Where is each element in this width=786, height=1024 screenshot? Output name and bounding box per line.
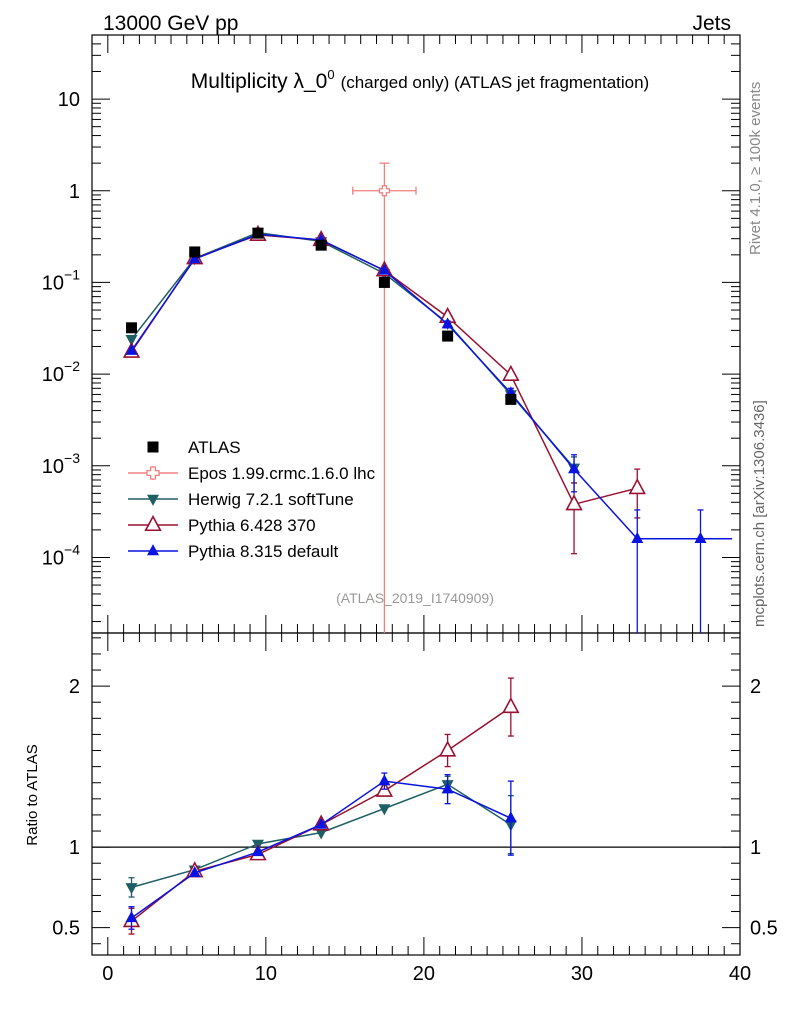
pythia8-point bbox=[125, 343, 138, 355]
ratio-xtick-label: 40 bbox=[729, 963, 751, 985]
main-ytick-label: 10−4 bbox=[42, 541, 80, 569]
ratio-series-pythia8 bbox=[125, 772, 517, 930]
atlas-point bbox=[505, 393, 517, 405]
plot-title: Multiplicity λ_00 (charged only) (ATLAS j… bbox=[191, 67, 649, 93]
series-epos bbox=[352, 162, 417, 633]
ratio-xtick-label: 30 bbox=[571, 963, 593, 985]
pythia6-point bbox=[502, 364, 520, 381]
main-ytick-label: 10−2 bbox=[42, 358, 80, 386]
ratio-axes: 0 10 20 30 40 0.5 0.5 1 1 2 2 bbox=[52, 633, 778, 985]
rivet-label: Rivet 4.1.0, ≥ 100k events bbox=[747, 82, 764, 255]
herwig-ratio-point bbox=[125, 883, 138, 895]
main-ytick-base: 10 bbox=[42, 547, 64, 569]
main-series bbox=[122, 162, 733, 633]
series-pythia8 bbox=[125, 227, 733, 633]
process-label: Jets bbox=[692, 12, 731, 35]
pythia8-ratio-point bbox=[188, 865, 201, 878]
pythia8-ratio-point bbox=[315, 817, 328, 829]
pythia8-ratio-point bbox=[125, 911, 138, 923]
legend-item-pythia6: Pythia 6.428 370 bbox=[128, 514, 316, 535]
ratio-ylabel: Ratio to ATLAS bbox=[24, 744, 41, 845]
main-ytick-exp: −2 bbox=[64, 358, 80, 374]
legend-label-pythia8: Pythia 8.315 default bbox=[188, 542, 339, 561]
legend-label-pythia6: Pythia 6.428 370 bbox=[188, 516, 316, 535]
ratio-ytick-label-left: 2 bbox=[69, 676, 80, 698]
pythia8-ratio-point bbox=[378, 774, 391, 786]
atlas-point bbox=[189, 246, 201, 258]
ratio-xtick-label: 10 bbox=[255, 963, 277, 985]
main-ytick-label: 10−1 bbox=[42, 266, 80, 294]
pythia8-point bbox=[568, 462, 581, 474]
ratio-xtick-label: 20 bbox=[413, 963, 435, 985]
pythia8-point bbox=[378, 263, 391, 275]
pythia6-ratio-point bbox=[502, 696, 520, 714]
legend-item-atlas: ATLAS bbox=[147, 438, 241, 457]
pythia8-point bbox=[631, 531, 644, 543]
main-ytick-base: 10 bbox=[42, 272, 64, 294]
main-ytick-exp: −4 bbox=[64, 541, 80, 557]
legend-label-atlas: ATLAS bbox=[188, 438, 241, 457]
main-ytick-exp: −3 bbox=[64, 450, 80, 466]
pythia8-point bbox=[441, 317, 454, 329]
legend-marker-atlas bbox=[147, 441, 159, 453]
herwig-ratio-point bbox=[378, 804, 391, 816]
pythia8-point bbox=[188, 252, 201, 264]
pythia8-ratio-point bbox=[251, 845, 264, 857]
pythia6-ratio-line bbox=[131, 706, 512, 922]
pythia8-ratio-point bbox=[441, 782, 454, 794]
main-ytick-exp: −1 bbox=[64, 266, 80, 282]
pythia6-point bbox=[565, 494, 583, 511]
analysis-id: (ATLAS_2019_I1740909) bbox=[336, 590, 494, 606]
pythia6-point bbox=[628, 478, 646, 495]
atlas-point bbox=[315, 239, 327, 251]
legend-item-epos: Epos 1.99.crmc.1.6.0 lhc bbox=[128, 464, 376, 483]
pythia8-ratio-line bbox=[131, 780, 512, 919]
herwig-line bbox=[130, 231, 575, 469]
main-ytick-label: 1 bbox=[69, 181, 80, 203]
series-atlas bbox=[126, 227, 517, 405]
main-ytick-label: 10−3 bbox=[42, 450, 80, 478]
ratio-plot-frame bbox=[91, 632, 741, 956]
herwig-ratio-point bbox=[315, 828, 328, 840]
ratio-ytick-label-right: 0.5 bbox=[750, 918, 778, 940]
energy-label: 13000 GeV pp bbox=[103, 12, 238, 35]
ratio-series-pythia6 bbox=[122, 677, 520, 935]
epos-point bbox=[378, 185, 391, 197]
atlas-point bbox=[252, 227, 264, 239]
source-label: mcplots.cern.ch [arXiv:1306.3436] bbox=[751, 400, 768, 627]
atlas-point bbox=[126, 322, 138, 334]
pythia8-point bbox=[694, 531, 707, 543]
legend: ATLAS Epos 1.99.crmc.1.6.0 lhc Herwig 7.2.… bbox=[128, 438, 376, 561]
legend-marker-epos bbox=[146, 466, 160, 480]
ratio-ytick-label-right: 2 bbox=[750, 676, 761, 698]
atlas-point bbox=[442, 330, 454, 342]
main-ytick-label: 10 bbox=[58, 89, 80, 111]
herwig-point bbox=[125, 335, 138, 347]
ratio-xtick-label: 0 bbox=[102, 963, 113, 985]
title-sup: 0 bbox=[327, 67, 334, 82]
main-ytick-base: 10 bbox=[42, 364, 64, 386]
pythia8-ratio-point bbox=[504, 811, 517, 823]
legend-marker-pythia8 bbox=[147, 544, 159, 556]
title-rest: (charged only) (ATLAS jet fragmentation) bbox=[341, 73, 650, 92]
pythia6-ratio-point bbox=[438, 740, 457, 757]
title-main: Multiplicity λ_0 bbox=[191, 70, 328, 93]
legend-marker-herwig bbox=[147, 494, 159, 506]
ratio-ytick-label-right: 1 bbox=[750, 837, 761, 859]
legend-marker-pythia6 bbox=[144, 514, 162, 532]
atlas-point bbox=[378, 276, 390, 288]
legend-label-herwig: Herwig 7.2.1 softTune bbox=[188, 490, 354, 509]
legend-label-epos: Epos 1.99.crmc.1.6.0 lhc bbox=[188, 464, 376, 483]
ratio-ytick-label-left: 0.5 bbox=[52, 918, 80, 940]
ratio-ytick-label-left: 1 bbox=[69, 837, 80, 859]
legend-item-pythia8: Pythia 8.315 default bbox=[128, 542, 339, 561]
legend-item-herwig: Herwig 7.2.1 softTune bbox=[128, 490, 354, 509]
ratio-series bbox=[122, 677, 520, 935]
main-ytick-base: 10 bbox=[42, 456, 64, 478]
